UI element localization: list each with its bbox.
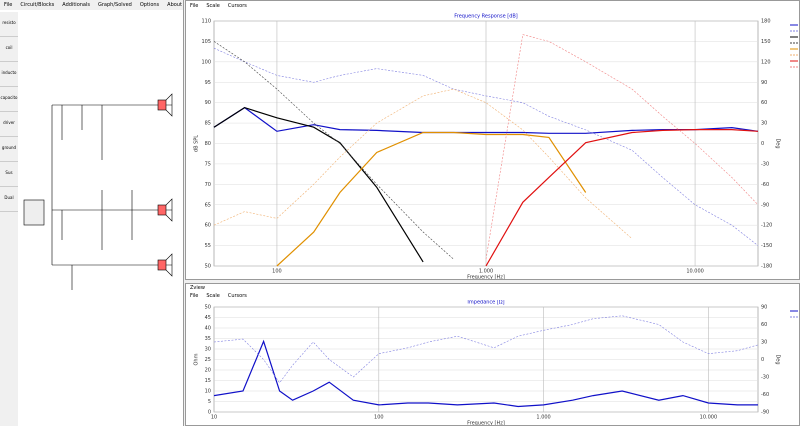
y-tick-label: 70	[205, 182, 211, 188]
menu-item[interactable]: About	[167, 2, 182, 8]
frequency-chart: 50 55 60 65 70 75 80 85 90 95 100 105 110 -180 -150 -12…	[194, 14, 798, 280]
y-tick-label: 90	[205, 100, 211, 106]
menu-item[interactable]: Cursors	[227, 293, 247, 299]
y-tick-label: 65	[205, 202, 211, 208]
schematic	[22, 20, 182, 320]
x-axis-label: Frequency [Hz]	[467, 421, 505, 426]
y2-tick-label: 150	[761, 39, 771, 45]
menu-item[interactable]: File	[4, 2, 13, 8]
y2-tick-label: -120	[761, 223, 772, 229]
y-tick-label: 95	[205, 80, 211, 86]
y-tick-label: 20	[205, 368, 211, 374]
y2-tick-label: -150	[761, 243, 772, 249]
y-tick-label: 50	[205, 264, 211, 270]
menu-item[interactable]: Graph/Solved	[98, 2, 132, 8]
tool-button[interactable]: Sus	[0, 162, 18, 187]
menu-bar: File Circuit/Blocks Additionals Graph/Solve…	[0, 0, 201, 10]
y-tick-label: 100	[201, 59, 211, 65]
x-tick-label: 10	[211, 415, 217, 421]
y2-tick-label: 30	[761, 340, 767, 346]
y-axis-label: Ohm	[194, 353, 200, 365]
toolbar: resisto coil inducto capacito driver ground Su…	[0, 12, 18, 426]
tool-button[interactable]: resisto	[0, 12, 18, 37]
window-title: Zview	[190, 285, 205, 291]
series-line	[213, 106, 424, 263]
tool-button[interactable]: coil	[0, 37, 18, 62]
y2-tick-label: -30	[761, 375, 769, 381]
top-window: File Scale Cursors 50 55 60 65 70 75 80 85 90 95 100…	[185, 0, 800, 280]
y-tick-label: 80	[205, 141, 211, 147]
menu-item[interactable]: Scale	[206, 293, 220, 299]
menu-item[interactable]: Cursors	[227, 3, 247, 9]
y-tick-label: 40	[205, 326, 211, 332]
y2-tick-label: -30	[761, 161, 769, 167]
y2-axis-label: Deg	[775, 138, 781, 148]
y-tick-label: 75	[205, 161, 211, 167]
menu-item[interactable]: Additionals	[62, 2, 90, 8]
impedance-chart: 0 5 10 15 20 25 30 35 40 45 50 -90 -60 -30 0 30 60 90 10 10…	[194, 300, 798, 426]
y2-tick-label: 60	[761, 100, 767, 106]
y2-tick-label: 90	[761, 305, 767, 311]
y2-tick-label: 90	[761, 80, 767, 86]
y-tick-label: 35	[205, 336, 211, 342]
left-window: File Circuit/Blocks Additionals Graph/Solve…	[0, 0, 201, 426]
series-line	[213, 315, 759, 384]
y2-tick-label: 0	[761, 357, 764, 363]
y-axis-label: dB SPL	[194, 135, 200, 152]
y-tick-label: 50	[205, 305, 211, 311]
series-line	[213, 339, 758, 408]
menu-item[interactable]: File	[190, 3, 199, 9]
menu-item[interactable]: Circuit/Blocks	[20, 2, 55, 8]
y2-tick-label: 60	[761, 322, 767, 328]
chart-title: Impedance [Ω]	[467, 300, 504, 306]
y-tick-label: 5	[208, 399, 211, 405]
tool-button[interactable]: inducto	[0, 62, 18, 87]
y2-tick-label: -90	[761, 202, 769, 208]
tool-button[interactable]: driver	[0, 112, 18, 137]
menu-item[interactable]: Options	[139, 2, 160, 8]
x-tick-label: 1.000	[536, 415, 550, 421]
y2-tick-label: 180	[761, 19, 771, 25]
series-line	[276, 131, 587, 267]
y-tick-label: 105	[201, 39, 211, 45]
y-tick-label: 0	[208, 410, 211, 416]
tool-button[interactable]: Dual	[0, 187, 18, 212]
y-tick-label: 85	[205, 121, 211, 127]
x-tick-label: 100	[272, 269, 282, 275]
y-tick-label: 60	[205, 223, 211, 229]
y-tick-label: 110	[201, 19, 211, 25]
y-tick-label: 45	[205, 315, 211, 321]
series-line	[485, 129, 759, 267]
y2-axis-label: Deg	[775, 354, 781, 364]
x-axis-label: Frequency [Hz]	[467, 275, 505, 280]
series-line	[213, 41, 454, 260]
y2-tick-label: 120	[761, 59, 771, 65]
y-tick-label: 25	[205, 357, 211, 363]
x-tick-label: 10.000	[686, 269, 704, 275]
y2-tick-label: -90	[761, 410, 769, 416]
y2-tick-label: 0	[761, 141, 764, 147]
menu-bar: File Scale Cursors	[186, 1, 251, 11]
y-tick-label: 55	[205, 243, 211, 249]
y-tick-label: 15	[205, 378, 211, 384]
menu-bar: File Scale Cursors	[186, 291, 251, 301]
tool-button[interactable]: capacito	[0, 87, 18, 112]
y-tick-label: 30	[205, 347, 211, 353]
y2-tick-label: -60	[761, 392, 769, 398]
series-line	[213, 47, 759, 246]
y2-tick-label: -180	[761, 264, 772, 270]
y2-tick-label: 30	[761, 121, 767, 127]
bottom-window: Zview File Scale Cursors 0 5 10 15 20 25 30 35 40 4…	[185, 283, 800, 426]
x-tick-label: 10.000	[700, 415, 718, 421]
y2-tick-label: -60	[761, 182, 769, 188]
menu-item[interactable]: Scale	[206, 3, 220, 9]
y-tick-label: 10	[205, 389, 211, 395]
x-tick-label: 100	[374, 415, 384, 421]
tool-button[interactable]: ground	[0, 137, 18, 162]
x-tick-label: 1.000	[479, 269, 493, 275]
menu-item[interactable]: File	[190, 293, 199, 299]
series-line	[485, 34, 759, 260]
chart-title: Frequency Response [dB]	[454, 14, 518, 20]
